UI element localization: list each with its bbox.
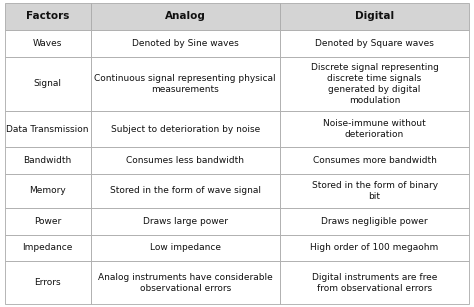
Text: Continuous signal representing physical
measurements: Continuous signal representing physical … xyxy=(94,74,276,94)
Polygon shape xyxy=(5,111,91,147)
Polygon shape xyxy=(280,235,469,261)
Text: Memory: Memory xyxy=(29,186,66,196)
Polygon shape xyxy=(280,147,469,174)
Polygon shape xyxy=(5,30,91,57)
Polygon shape xyxy=(5,261,91,304)
Text: Digital instruments are free
from observational errors: Digital instruments are free from observ… xyxy=(312,273,438,293)
Text: Power: Power xyxy=(34,217,61,226)
Polygon shape xyxy=(5,57,91,111)
Text: Waves: Waves xyxy=(33,39,63,48)
Polygon shape xyxy=(280,57,469,111)
Text: High order of 100 megaohm: High order of 100 megaohm xyxy=(310,243,439,252)
Polygon shape xyxy=(91,30,280,57)
Polygon shape xyxy=(5,174,91,208)
Text: Consumes more bandwidth: Consumes more bandwidth xyxy=(313,156,437,165)
Text: Low impedance: Low impedance xyxy=(150,243,221,252)
Text: Impedance: Impedance xyxy=(22,243,73,252)
Polygon shape xyxy=(280,111,469,147)
Polygon shape xyxy=(91,208,280,235)
Polygon shape xyxy=(91,147,280,174)
Polygon shape xyxy=(5,147,91,174)
Text: Stored in the form of binary
bit: Stored in the form of binary bit xyxy=(311,181,438,201)
Polygon shape xyxy=(91,111,280,147)
Text: Data Transmission: Data Transmission xyxy=(7,125,89,134)
Text: Digital: Digital xyxy=(355,11,394,21)
Text: Stored in the form of wave signal: Stored in the form of wave signal xyxy=(110,186,261,196)
Polygon shape xyxy=(5,3,91,30)
Polygon shape xyxy=(91,261,280,304)
Text: Discrete signal representing
discrete time signals
generated by digital
modulati: Discrete signal representing discrete ti… xyxy=(310,63,438,104)
Polygon shape xyxy=(280,208,469,235)
Polygon shape xyxy=(91,57,280,111)
Polygon shape xyxy=(5,208,91,235)
Text: Analog instruments have considerable
observational errors: Analog instruments have considerable obs… xyxy=(98,273,273,293)
Text: Denoted by Square waves: Denoted by Square waves xyxy=(315,39,434,48)
Text: Noise-immune without
deterioration: Noise-immune without deterioration xyxy=(323,119,426,139)
Text: Bandwidth: Bandwidth xyxy=(24,156,72,165)
Text: Subject to deterioration by noise: Subject to deterioration by noise xyxy=(110,125,260,134)
Polygon shape xyxy=(280,261,469,304)
Polygon shape xyxy=(280,3,469,30)
Text: Draws negligible power: Draws negligible power xyxy=(321,217,428,226)
Text: Errors: Errors xyxy=(34,278,61,287)
Polygon shape xyxy=(280,30,469,57)
Text: Draws large power: Draws large power xyxy=(143,217,228,226)
Polygon shape xyxy=(91,235,280,261)
Text: Denoted by Sine waves: Denoted by Sine waves xyxy=(132,39,238,48)
Text: Signal: Signal xyxy=(34,80,62,88)
Polygon shape xyxy=(91,174,280,208)
Polygon shape xyxy=(280,174,469,208)
Polygon shape xyxy=(5,235,91,261)
Text: Consumes less bandwidth: Consumes less bandwidth xyxy=(126,156,244,165)
Text: Factors: Factors xyxy=(26,11,69,21)
Polygon shape xyxy=(91,3,280,30)
Text: Analog: Analog xyxy=(165,11,206,21)
